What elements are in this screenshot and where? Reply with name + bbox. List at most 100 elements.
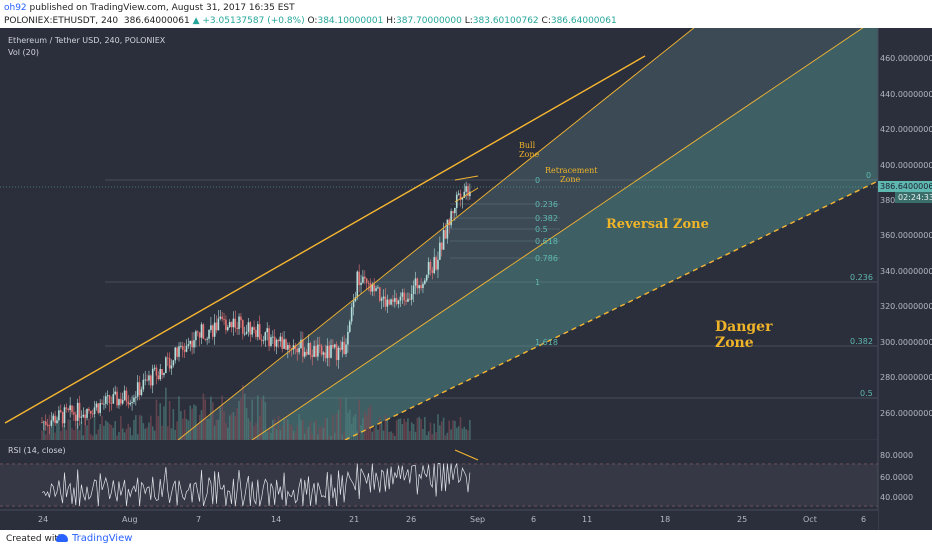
fib-right-0382: 0.382 <box>850 337 873 346</box>
time-axis[interactable]: 24 Aug 7 14 21 26 Sep 6 11 18 25 Oct 6 <box>0 509 878 530</box>
chart-frame[interactable]: Bull Zone Retracement Zone Reversal Zone… <box>0 28 932 530</box>
candle <box>454 207 456 214</box>
volume-bar <box>170 428 173 440</box>
candle <box>204 338 207 340</box>
candle <box>375 288 377 292</box>
candle <box>105 396 107 404</box>
candle <box>249 322 252 335</box>
price-axis[interactable]: 460.00000000 440.00000000 420.00000000 4… <box>877 28 932 530</box>
candle <box>305 351 308 355</box>
ytick-340: 340.00000000 <box>880 267 932 276</box>
candle <box>103 403 105 405</box>
candle <box>347 331 349 345</box>
candle <box>270 337 272 346</box>
candle <box>176 347 178 357</box>
xtick-26: 26 <box>406 515 416 524</box>
candle <box>350 307 353 322</box>
volume-bar <box>448 420 451 440</box>
volume-bar <box>288 424 291 440</box>
rsi-line <box>41 463 471 507</box>
volume-bar <box>439 425 441 440</box>
volume-bar <box>131 435 133 440</box>
volume-bar <box>465 429 467 440</box>
volume-bar <box>180 411 182 440</box>
candle <box>78 402 81 418</box>
volume-bar <box>356 431 359 440</box>
tradingview-logo[interactable]: TradingView <box>56 533 132 544</box>
volume-bar <box>223 411 225 440</box>
published-text: published on TradingView.com, August 31,… <box>29 3 295 13</box>
candle <box>225 319 227 331</box>
volume-bar <box>142 423 145 440</box>
candle <box>172 360 175 366</box>
volume-bar <box>407 418 409 440</box>
candle <box>185 345 188 352</box>
open-label: O: <box>307 16 318 26</box>
volume-bar <box>110 424 113 440</box>
rsi-tick-40: 40.0000 <box>880 493 913 502</box>
candle <box>260 339 263 341</box>
volume-bar <box>103 425 105 440</box>
candle <box>341 341 344 350</box>
candle <box>394 298 396 302</box>
candle <box>166 357 169 359</box>
candle <box>414 278 417 286</box>
chart-svg[interactable]: Bull Zone Retracement Zone Reversal Zone… <box>0 28 932 530</box>
volume-bar <box>412 424 415 440</box>
volume-bar <box>125 428 128 440</box>
chart-header: oh92 published on TradingView.com, Augus… <box>0 0 932 28</box>
volume-bar <box>442 417 445 440</box>
volume-bar <box>245 408 248 440</box>
footer: Created with TradingView <box>0 530 932 550</box>
candle <box>459 193 462 200</box>
volume-bar <box>367 408 370 440</box>
candle <box>253 327 255 331</box>
candle <box>59 410 62 412</box>
candle <box>307 343 310 355</box>
volume-bar <box>260 398 263 440</box>
xtick-14: 14 <box>271 515 281 524</box>
volume-bar <box>272 419 274 440</box>
volume-bar <box>322 428 325 440</box>
volume-bar <box>157 416 160 440</box>
candle <box>114 391 116 395</box>
volume-bar <box>95 434 98 440</box>
volume-bar <box>335 413 338 440</box>
candle <box>427 261 430 275</box>
volume-bar <box>242 384 244 440</box>
volume-bar <box>163 406 165 440</box>
volume-bar <box>181 418 184 440</box>
candle <box>213 322 216 337</box>
volume-bar <box>89 434 92 440</box>
author-link[interactable]: oh92 <box>4 3 27 13</box>
candle <box>183 349 186 352</box>
candle <box>91 413 94 415</box>
volume-bar <box>377 429 379 440</box>
volume-bar <box>136 434 139 440</box>
candle <box>180 346 182 347</box>
candle <box>418 285 421 289</box>
candle <box>226 327 229 331</box>
ytick-460: 460.00000000 <box>880 54 932 63</box>
candle <box>367 282 370 284</box>
timer-tag: 02:24:33 <box>898 193 932 202</box>
candle <box>388 299 390 305</box>
volume-bar <box>337 409 340 440</box>
candle <box>324 352 327 359</box>
volume-bar <box>61 421 64 440</box>
volume-bar <box>454 420 456 440</box>
volume-bar <box>369 405 372 440</box>
candle <box>174 347 177 361</box>
volume-bar <box>82 435 85 440</box>
fib-right-0236: 0.236 <box>850 273 873 282</box>
candle <box>448 219 451 226</box>
fib-lines <box>105 179 878 399</box>
candle <box>153 367 156 369</box>
candle <box>369 283 372 292</box>
candle <box>125 390 128 402</box>
candle <box>379 287 381 301</box>
volume-bar <box>253 425 255 440</box>
volume-bar <box>348 409 351 440</box>
low-value: 383.60100762 <box>472 16 539 26</box>
candle <box>129 403 132 405</box>
